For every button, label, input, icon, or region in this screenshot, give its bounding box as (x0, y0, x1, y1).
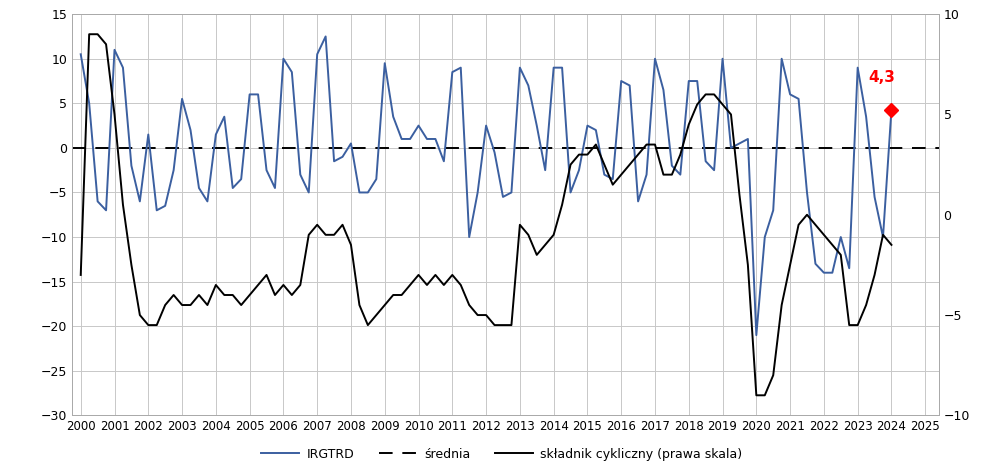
składnik cykliczny (prawa skala) (885, 242, 897, 248)
IRGTRD (707, 168, 719, 173)
składnik cykliczny (prawa skala) (74, 272, 86, 278)
IRGTRD (319, 34, 331, 39)
IRGTRD (133, 199, 145, 204)
składnik cykliczny (prawa skala) (108, 111, 120, 117)
składnik cykliczny (prawa skala) (488, 322, 500, 328)
IRGTRD (100, 208, 112, 213)
składnik cykliczny (prawa skala) (547, 232, 559, 237)
IRGTRD (74, 51, 86, 57)
składnik cykliczny (prawa skala) (83, 31, 95, 37)
składnik cykliczny (prawa skala) (294, 282, 306, 288)
IRGTRD (547, 65, 559, 70)
Legend: IRGTRD, średnia, składnik cykliczny (prawa skala): IRGTRD, średnia, składnik cykliczny (pra… (256, 443, 747, 466)
Line: składnik cykliczny (prawa skala): składnik cykliczny (prawa skala) (80, 34, 891, 396)
Text: 4,3: 4,3 (867, 69, 894, 84)
IRGTRD (488, 150, 500, 155)
IRGTRD (749, 332, 761, 338)
IRGTRD (885, 107, 897, 112)
IRGTRD (286, 69, 298, 75)
Line: IRGTRD: IRGTRD (80, 36, 891, 335)
składnik cykliczny (prawa skala) (707, 92, 719, 97)
składnik cykliczny (prawa skala) (749, 393, 761, 398)
składnik cykliczny (prawa skala) (142, 322, 154, 328)
